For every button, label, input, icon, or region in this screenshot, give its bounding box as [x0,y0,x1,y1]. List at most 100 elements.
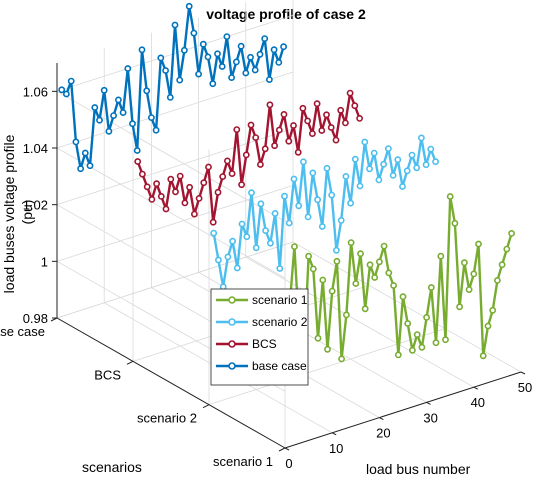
data-point [384,145,392,152]
data-point [280,111,288,118]
data-point [418,343,426,351]
data-point [119,109,127,116]
data-point [299,104,307,112]
gridline-back-z [56,184,294,262]
data-point [77,165,84,173]
data-point [172,188,179,196]
data-point [228,170,236,177]
data-point [238,220,246,228]
series-line [60,5,285,170]
z-axis-label: load buses voltage profile (pu) [1,131,35,294]
y-tick-label: scenario 2 [137,411,197,426]
data-point [427,145,435,153]
data-point [356,115,363,122]
data-point [147,114,155,121]
x-tick-label: 30 [423,410,437,425]
legend-label: base case [252,359,307,373]
data-point [275,126,283,134]
y-tick-label: base case [0,324,45,339]
data-point [304,213,312,221]
data-point [404,320,412,327]
data-point [399,183,406,190]
data-point [299,158,307,166]
data-point [290,175,298,183]
data-point [309,265,317,273]
data-point [351,102,359,110]
data-point [361,138,369,146]
y-tick-mark [126,360,134,365]
data-point [152,126,160,134]
data-point [390,282,397,289]
legend-label: BCS [252,337,277,351]
data-point [143,87,151,95]
data-point [327,124,335,131]
legend-swatch-marker [228,362,236,370]
data-point [185,2,193,10]
data-point [266,101,274,109]
data-point [399,293,407,301]
data-point [324,345,331,353]
y-axis-line [56,317,286,449]
data-point [243,233,251,241]
data-point [423,313,430,321]
data-point [422,161,430,169]
data-point [290,243,298,250]
data-point [484,322,492,330]
data-point [394,351,402,359]
data-point [261,35,269,42]
legend-swatch-marker [228,318,236,326]
data-point [380,242,388,250]
data-point [361,305,369,313]
data-point [347,239,355,246]
data-point [171,21,179,29]
data-point [86,162,94,170]
data-point [427,284,435,291]
data-point [133,147,141,154]
data-point [309,169,317,177]
data-point [72,138,80,146]
data-point [233,264,241,272]
data-point [314,196,321,204]
data-point [294,148,302,156]
data-point [251,66,259,74]
gridline-floor-x [245,256,474,388]
data-point [337,106,345,114]
data-point [242,151,250,159]
data-point [195,70,202,78]
gridline-back-z [56,71,294,149]
data-point [451,219,459,227]
data-point [124,65,132,72]
data-point [370,149,378,157]
data-point [346,89,354,97]
data-point [167,175,175,183]
data-point [314,334,322,342]
series-line [212,136,437,288]
data-point [413,164,421,172]
data-point [385,269,393,277]
data-point [319,276,327,284]
legend-swatch-marker [228,340,236,348]
x-tick-mark [473,386,479,390]
data-point [342,172,350,180]
y-axis-label: scenarios [82,459,142,475]
data-point [233,126,241,134]
data-point [342,311,350,319]
data-point [224,253,232,261]
data-point [180,46,188,54]
data-point [261,145,269,153]
data-point [200,179,208,187]
data-point [432,339,440,347]
data-point [328,287,336,295]
data-point [228,74,235,81]
y-tick-mark [202,404,210,409]
gridline-left-z [56,147,286,279]
y-tick-mark [278,447,286,452]
data-point [332,136,340,144]
data-point [337,216,345,224]
data-point [318,127,326,134]
data-point [375,258,383,266]
data-point [375,176,383,184]
z-tick-label: 1.06 [23,84,48,99]
legend-swatch-marker [228,296,236,304]
